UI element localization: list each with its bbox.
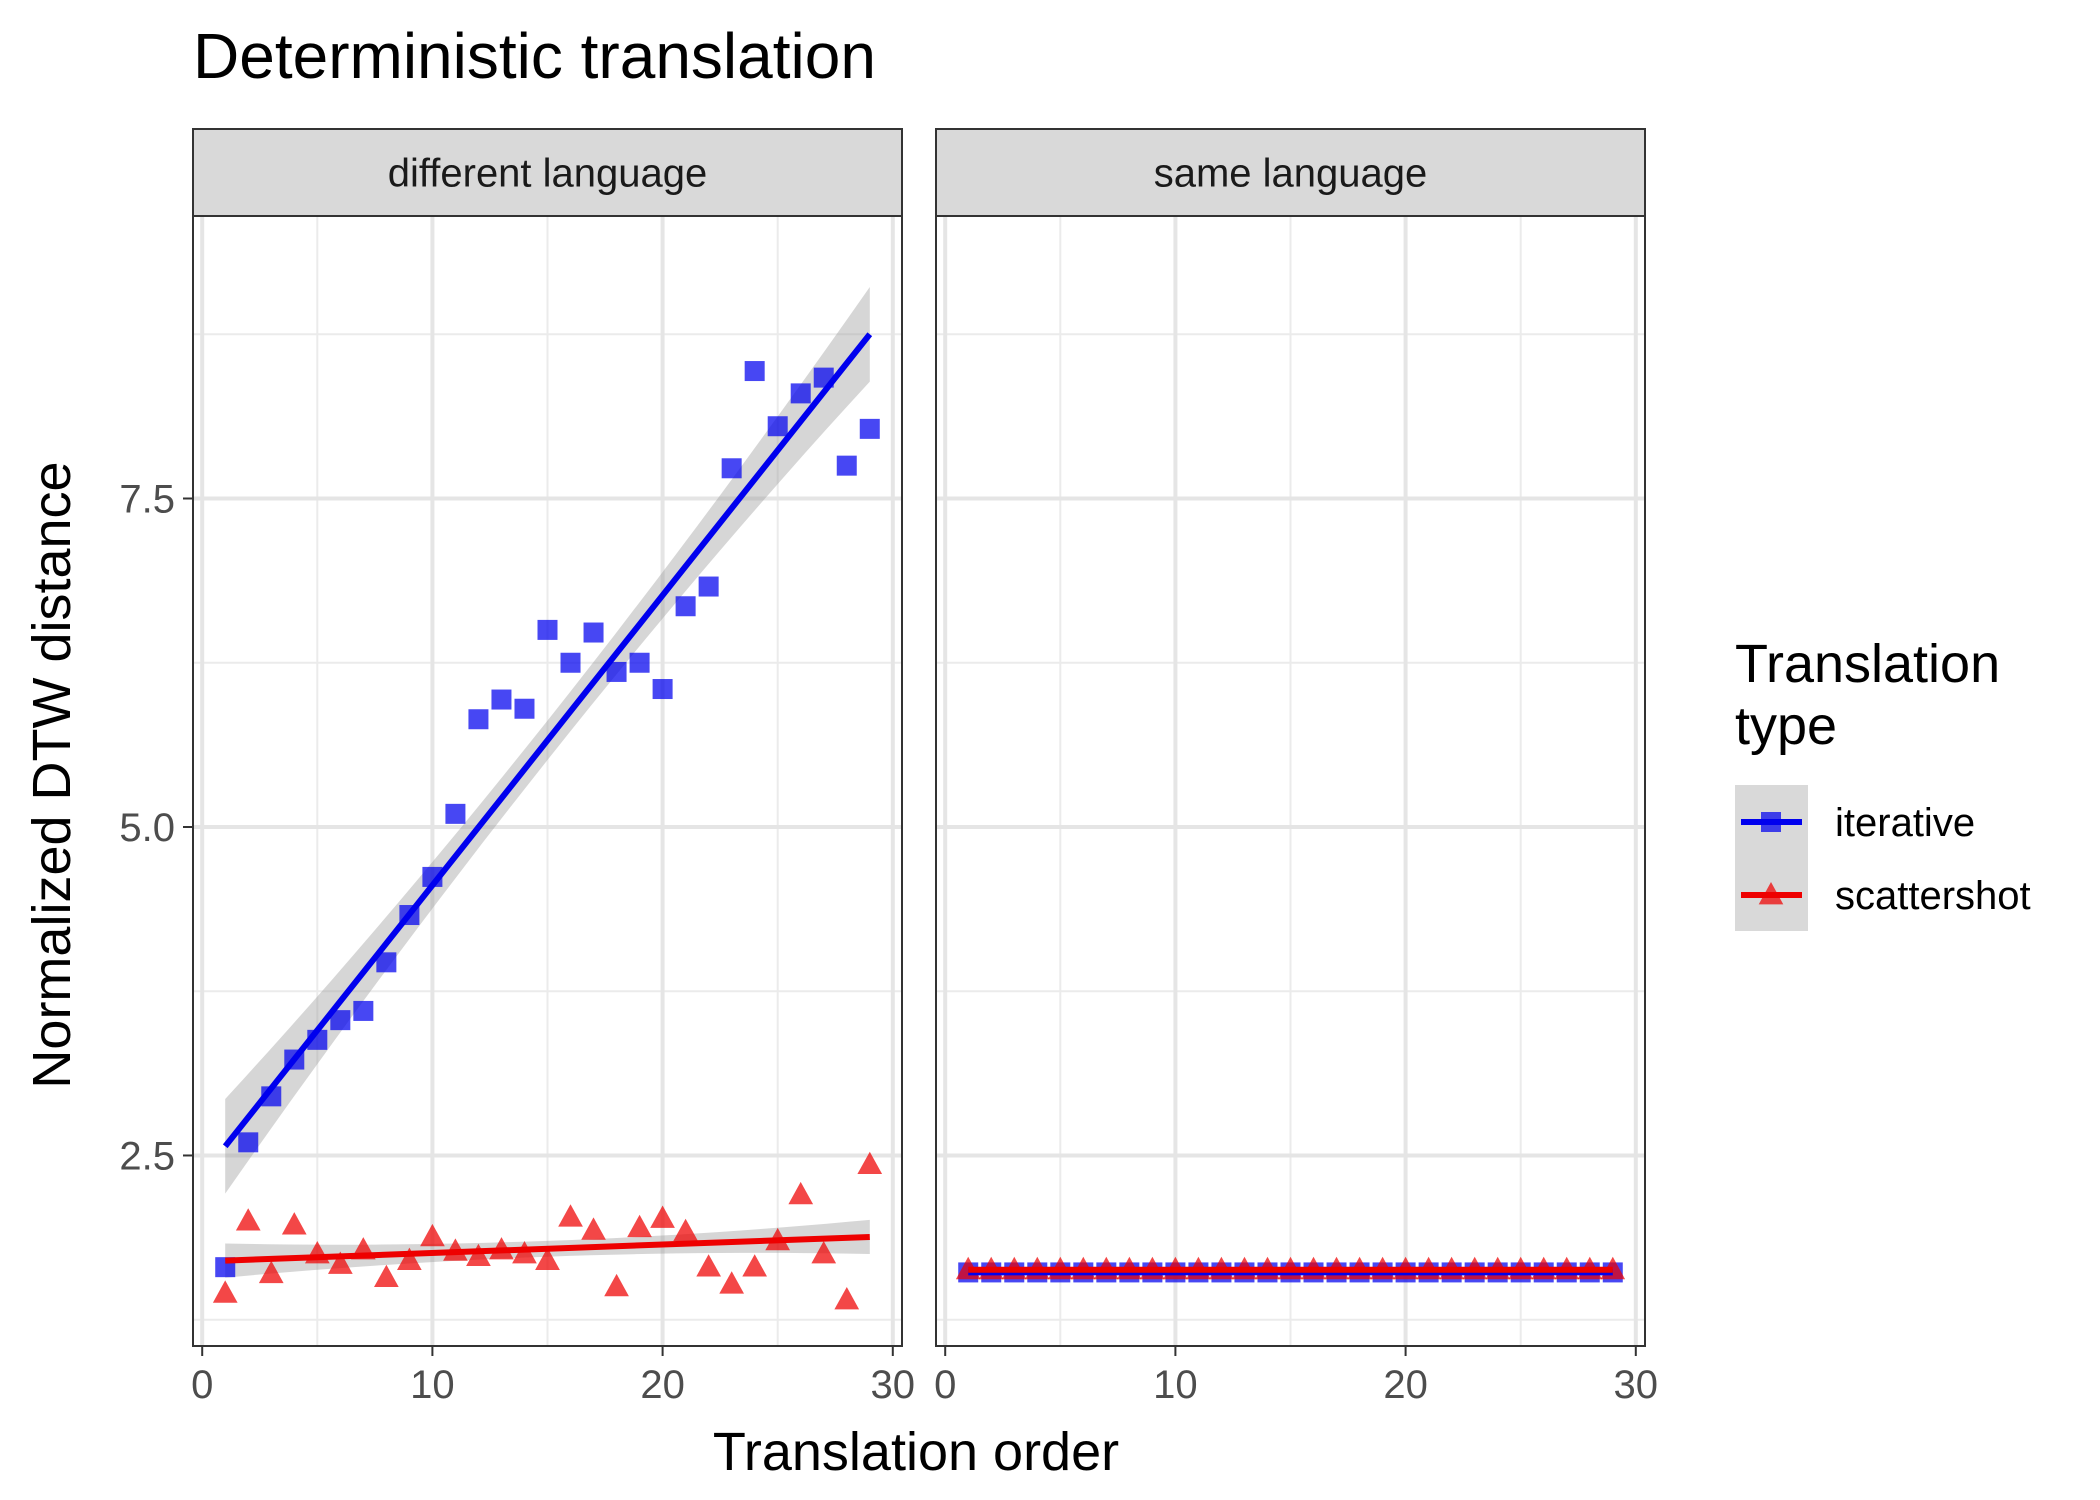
x-tick-label: 10 — [1153, 1363, 1198, 1407]
point-iterative — [353, 1000, 374, 1021]
point-scattershot — [650, 1205, 675, 1228]
point-scattershot — [212, 1280, 238, 1303]
point-scattershot — [627, 1214, 652, 1238]
x-tick-label: 0 — [934, 1363, 956, 1407]
legend-title-line: type — [1735, 696, 1837, 756]
y-tick-label: 2.5 — [119, 1134, 175, 1178]
legend-title-line: Translation — [1735, 634, 2000, 694]
point-iterative — [698, 576, 719, 597]
point-iterative — [790, 383, 811, 404]
chart-title: Deterministic translation — [193, 20, 876, 92]
point-scattershot — [742, 1254, 767, 1277]
legend-label-scattershot: scattershot — [1835, 874, 2031, 918]
point-iterative — [514, 698, 535, 719]
point-scattershot — [374, 1264, 399, 1287]
legend-key-marker-iterative — [1761, 812, 1781, 832]
point-iterative — [238, 1132, 259, 1153]
strip-label: same language — [1154, 152, 1428, 196]
x-tick-label: 10 — [410, 1363, 455, 1407]
point-scattershot — [466, 1243, 491, 1266]
legend-key-marker-scattershot — [1758, 882, 1784, 905]
point-scattershot — [581, 1217, 606, 1240]
panel-different-language: different language 0 10 20 30 2.5 5.0 7.5 — [119, 128, 916, 1407]
strip-background — [192, 128, 903, 217]
point-scattershot — [558, 1204, 583, 1227]
point-iterative — [560, 652, 581, 673]
point-scattershot — [788, 1181, 814, 1205]
point-scattershot — [834, 1287, 860, 1310]
point-iterative — [468, 709, 489, 730]
y-tick-label: 7.5 — [119, 478, 175, 522]
point-iterative — [606, 661, 627, 682]
point-iterative — [445, 803, 466, 824]
x-tick-label: 20 — [1383, 1363, 1428, 1407]
x-tick-label: 30 — [1614, 1363, 1659, 1407]
point-scattershot — [696, 1254, 721, 1277]
point-scattershot — [719, 1271, 744, 1294]
point-iterative — [376, 952, 397, 973]
point-scattershot — [420, 1223, 445, 1247]
point-iterative — [583, 622, 604, 643]
point-scattershot — [235, 1208, 261, 1231]
strip-background — [935, 128, 1646, 217]
point-scattershot — [857, 1151, 883, 1174]
strip-label: different language — [388, 152, 708, 196]
point-scattershot — [281, 1212, 307, 1235]
legend-label-iterative: iterative — [1835, 801, 1975, 845]
panels: different language 0 10 20 30 2.5 5.0 7.5 same l… — [119, 128, 1659, 1407]
legend-key-background — [1735, 785, 1808, 931]
point-scattershot — [811, 1241, 837, 1264]
point-iterative — [744, 361, 765, 382]
point-scattershot — [328, 1251, 353, 1274]
point-scattershot — [258, 1260, 284, 1284]
y-axis-title: Normalized DTW distance — [22, 461, 82, 1088]
point-iterative — [629, 652, 650, 673]
fit-line-scattershot — [225, 1233, 870, 1264]
point-iterative — [836, 455, 857, 476]
point-scattershot — [673, 1218, 698, 1241]
point-scattershot — [604, 1273, 629, 1297]
fit-line-iterative — [222, 332, 873, 1149]
point-iterative — [859, 418, 880, 439]
point-iterative — [652, 679, 673, 700]
point-iterative — [721, 458, 742, 479]
x-tick-label: 30 — [871, 1363, 916, 1407]
point-iterative — [675, 596, 696, 617]
point-scattershot — [535, 1247, 560, 1270]
y-tick-label: 5.0 — [119, 806, 175, 850]
point-scattershot — [397, 1247, 422, 1270]
panel-same-language: same language 0 10 20 30 — [934, 128, 1659, 1407]
x-tick-label: 0 — [191, 1363, 213, 1407]
x-tick-label: 20 — [640, 1363, 685, 1407]
point-iterative — [767, 416, 788, 437]
x-axis-title: Translation order — [713, 1422, 1119, 1482]
point-iterative — [330, 1010, 351, 1031]
point-iterative — [537, 619, 558, 640]
point-iterative — [491, 689, 512, 710]
